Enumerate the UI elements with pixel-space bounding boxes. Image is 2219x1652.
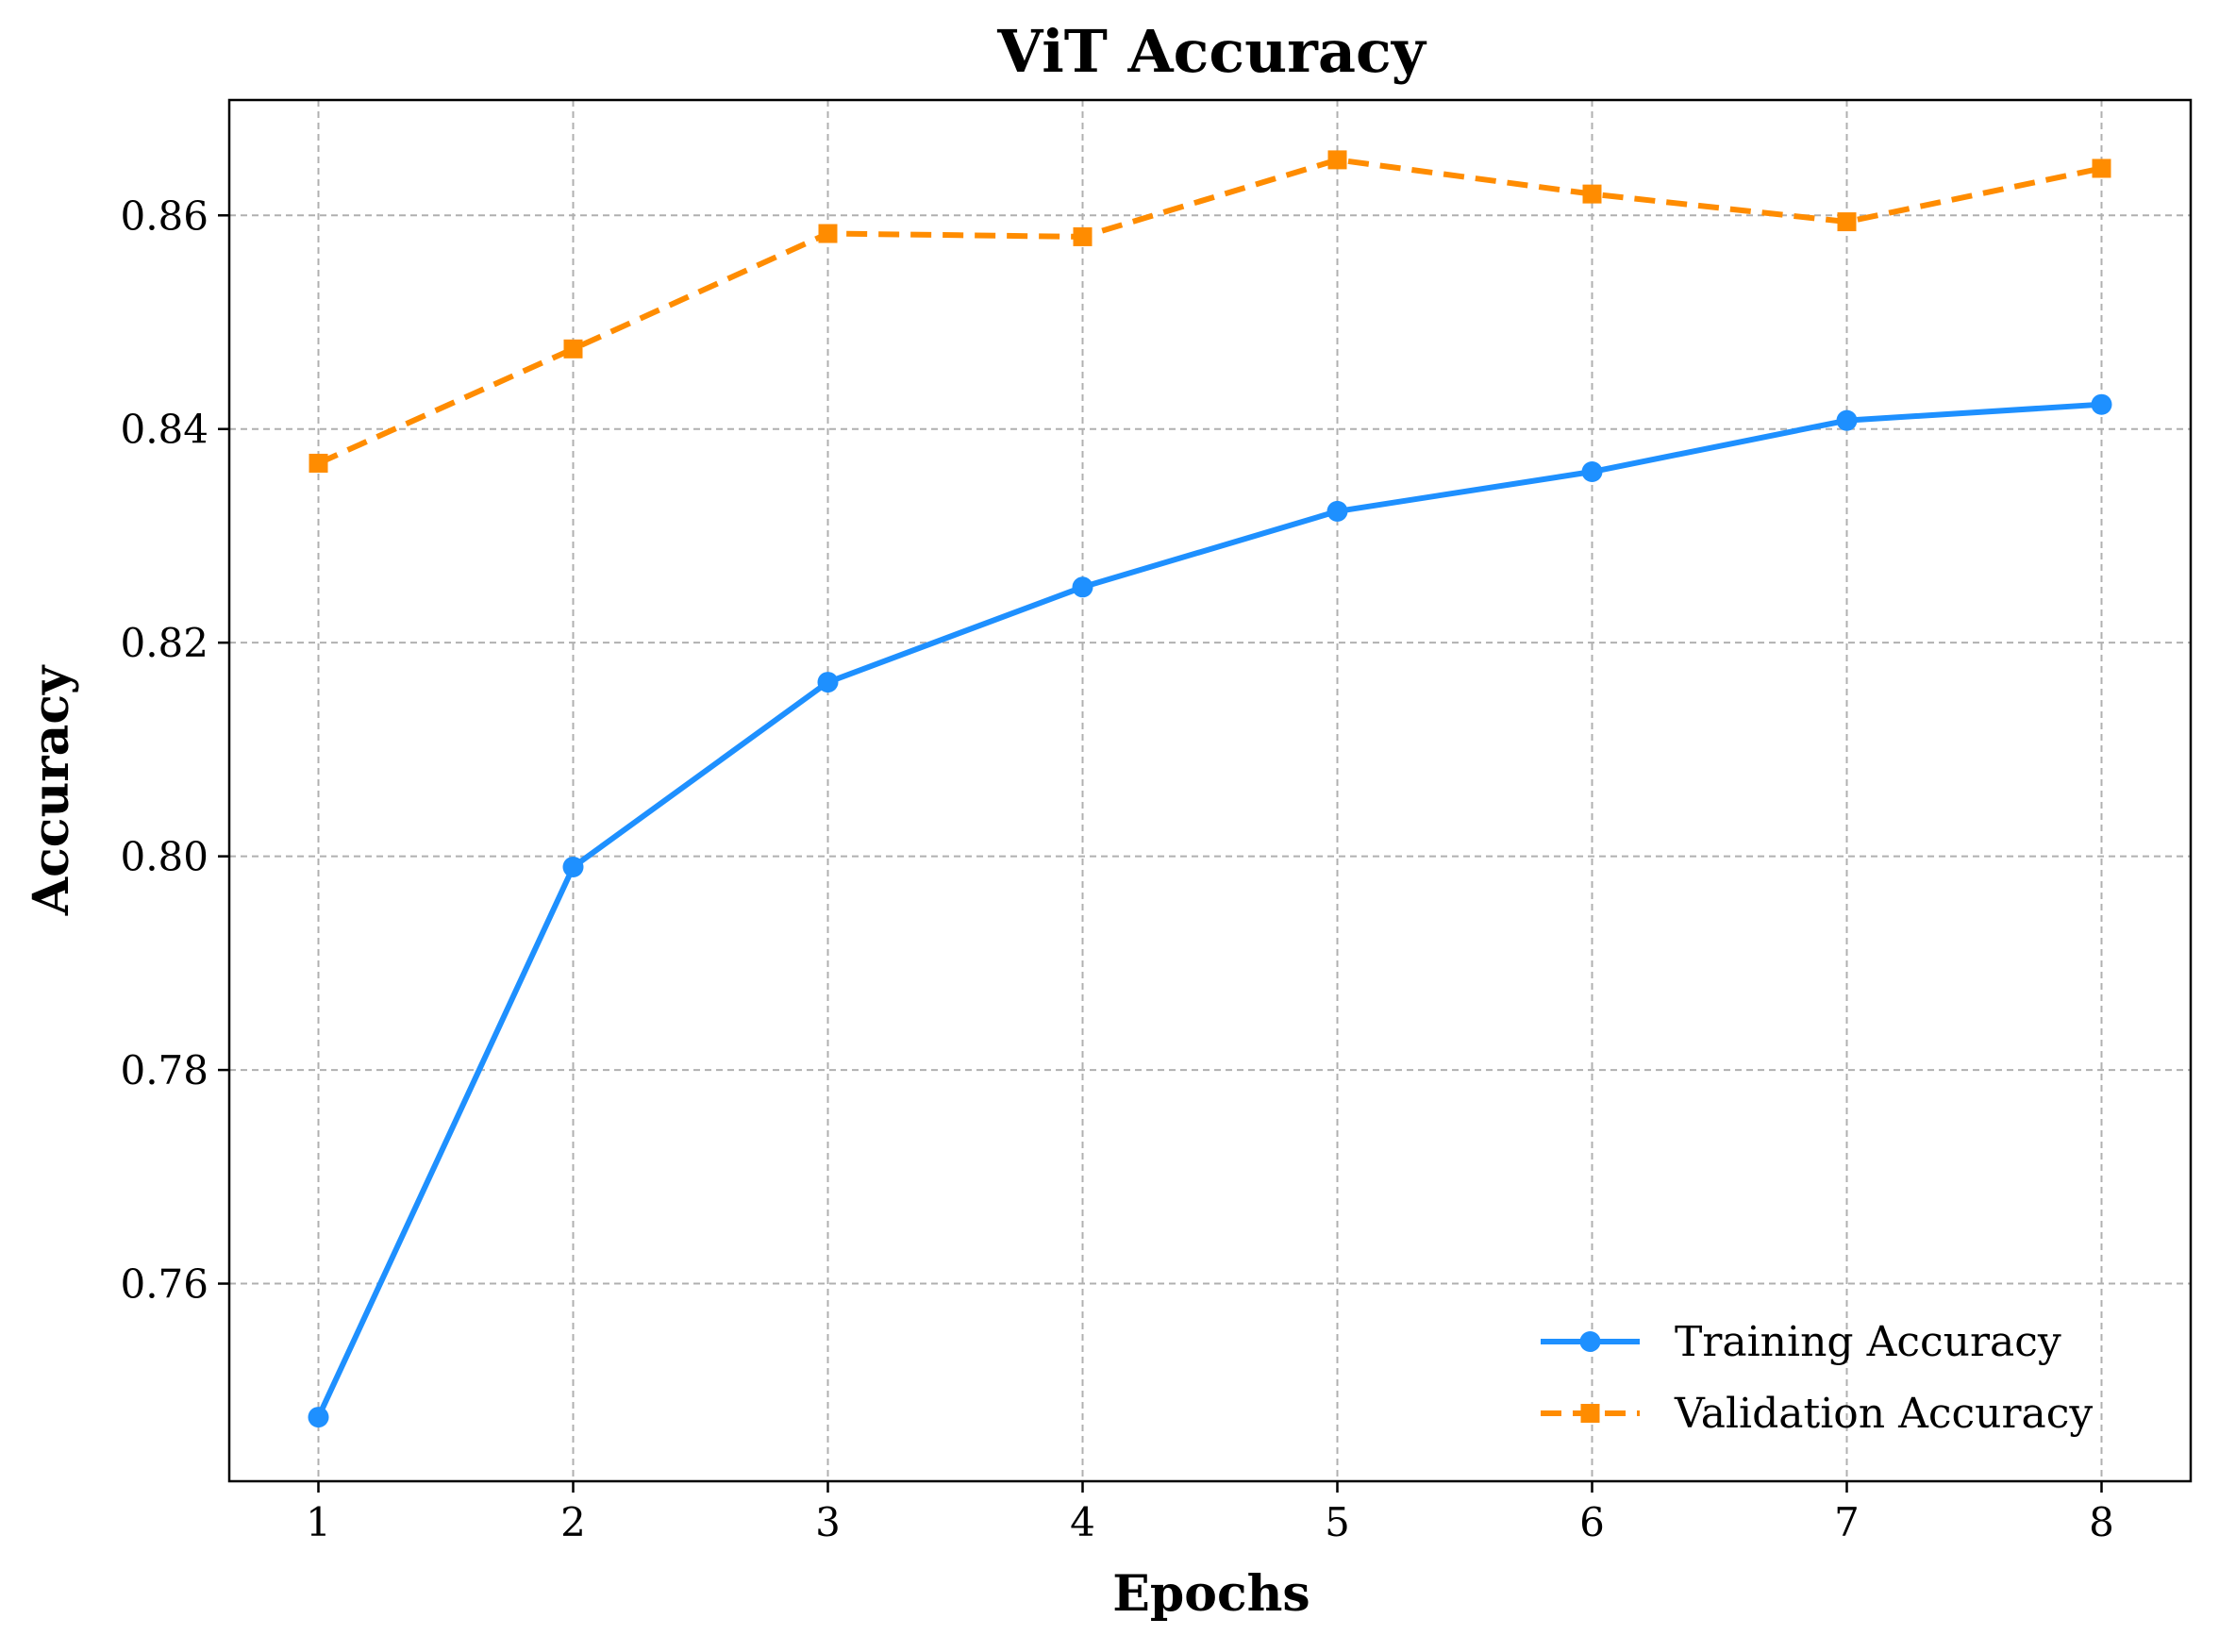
series-training (308, 393, 2112, 1428)
y-axis-label: Accuracy (23, 664, 80, 916)
series-line (315, 401, 2105, 1421)
series-line (317, 157, 2103, 466)
grid-lines (229, 100, 2191, 1481)
data-point (308, 1407, 329, 1428)
y-tick-label: 0.76 (120, 1261, 209, 1308)
data-point (1836, 409, 1858, 431)
y-tick-label: 0.78 (120, 1047, 209, 1093)
legend-label: Training Accuracy (1675, 1318, 2061, 1366)
data-point (2091, 393, 2112, 415)
data-point (562, 856, 584, 877)
chart-title: ViT Accuracy (996, 17, 1427, 86)
axis-ticks: 1 2 3 4 5 6 7 8 0.76 0.78 0.80 0.82 0.84 0.86 (120, 192, 2113, 1545)
x-tick-label: 4 (1070, 1499, 1095, 1545)
series-validation (309, 150, 2111, 473)
x-tick-label: 7 (1834, 1499, 1860, 1545)
data-point (1327, 150, 1347, 170)
legend: Training Accuracy Validation Accuracy (1541, 1318, 2093, 1438)
data-point (309, 453, 328, 473)
data-point (1581, 461, 1603, 483)
legend-marker (1579, 1331, 1601, 1352)
series-lines (308, 150, 2112, 1428)
data-point (2092, 159, 2111, 178)
x-tick-label: 6 (1579, 1499, 1605, 1545)
data-point (563, 339, 583, 359)
plot-frame (227, 98, 2193, 1483)
y-tick-label: 0.86 (120, 192, 209, 239)
y-tick-label: 0.82 (120, 620, 209, 666)
x-tick-label: 1 (306, 1499, 331, 1545)
y-tick-label: 0.80 (120, 834, 209, 880)
x-tick-label: 8 (2089, 1499, 2114, 1545)
y-tick-label: 0.84 (120, 407, 209, 453)
legend-marker (1580, 1404, 1600, 1423)
data-point (1073, 226, 1093, 246)
legend-item: Training Accuracy (1541, 1318, 2061, 1366)
legend-label: Validation Accuracy (1674, 1390, 2093, 1438)
legend-item: Validation Accuracy (1541, 1390, 2093, 1438)
data-point (1072, 576, 1093, 598)
x-tick-label: 3 (815, 1499, 841, 1545)
data-point (1582, 184, 1602, 204)
data-point (1326, 500, 1348, 522)
data-point (1837, 212, 1857, 232)
data-point (817, 672, 839, 693)
x-axis-label: Epochs (1112, 1565, 1310, 1623)
x-tick-label: 5 (1325, 1499, 1350, 1545)
data-point (818, 224, 838, 243)
x-tick-label: 2 (560, 1499, 586, 1545)
